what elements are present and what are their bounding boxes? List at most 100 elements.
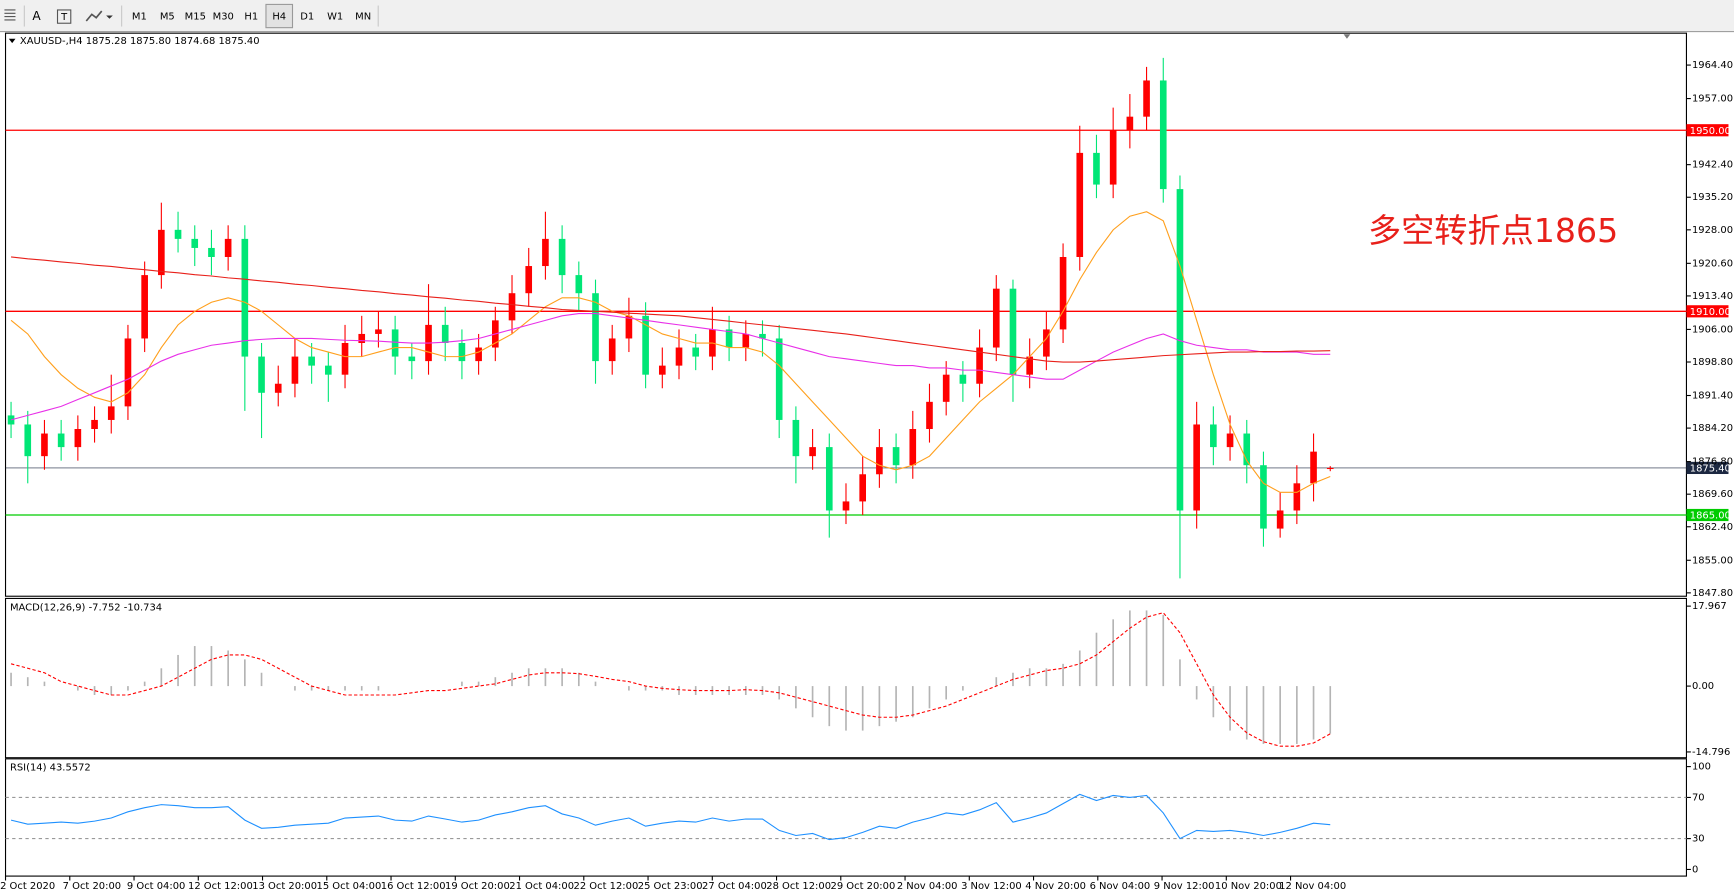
candle-body (926, 401, 933, 429)
timeframe-button[interactable]: D1 (300, 12, 314, 23)
active-timeframe (265, 3, 294, 29)
moving-average (10, 211, 1331, 493)
candle-body (1159, 80, 1167, 190)
timeframe-button[interactable]: M30 (213, 12, 234, 23)
candle-body (1276, 510, 1284, 529)
candle-body (909, 428, 917, 466)
level-label: 1865.00 (1690, 511, 1731, 522)
level-tag (1686, 305, 1729, 318)
candle-body (1243, 433, 1251, 466)
timeframe-button[interactable]: MN (355, 12, 371, 23)
y-tick-label: 1964.40 (1692, 60, 1733, 71)
label-tool-box[interactable] (56, 9, 72, 24)
candle-body (1026, 356, 1033, 375)
candle-body (1093, 152, 1100, 185)
timeframe-button[interactable]: M1 (132, 12, 147, 23)
candle-body (441, 324, 449, 343)
y-tick-label: 1920.60 (1692, 258, 1733, 269)
candle-body (642, 315, 649, 375)
x-tick-label: 15 Oct 04:00 (317, 881, 382, 892)
shift-marker (1343, 34, 1351, 39)
x-tick-label: 9 Oct 04:00 (127, 881, 185, 892)
timeframe-button[interactable]: M5 (160, 12, 175, 23)
candle-body (375, 329, 382, 334)
candle-body (1143, 80, 1150, 117)
timeframe-button[interactable]: M15 (185, 12, 206, 23)
drawing-tools: A T (4, 5, 123, 27)
x-tick-label: 28 Oct 12:00 (766, 881, 831, 892)
annotation: 多空转折点1865 (1368, 211, 1618, 250)
x-tick-label: 29 Oct 20:00 (831, 881, 896, 892)
y-tick-label: 100 (1692, 762, 1711, 773)
signal-line (10, 612, 1331, 747)
candle-body (308, 356, 315, 366)
timeframe-button[interactable]: H4 (272, 12, 286, 23)
list-icon[interactable] (4, 9, 16, 21)
label-tool[interactable]: T (60, 12, 68, 23)
candle-body (1109, 130, 1117, 185)
level-label: 1950.00 (1690, 126, 1731, 137)
candle-body (608, 338, 616, 362)
text-tool[interactable]: A (32, 9, 41, 23)
y-tick-label: 1876.80 (1692, 457, 1733, 468)
candle-body (208, 247, 215, 257)
y-tick-label: 1862.40 (1692, 522, 1733, 533)
x-tick-label: 12 Nov 04:00 (1279, 881, 1346, 892)
x-tick-label: 22 Oct 12:00 (574, 881, 639, 892)
candle-body (74, 428, 82, 448)
timeframe-button[interactable]: W1 (327, 12, 343, 23)
x-tick-label: 6 Nov 04:00 (1090, 881, 1151, 892)
y-tick-label: 0 (1692, 864, 1698, 875)
toolbar (0, 0, 1734, 33)
candle-body (1260, 465, 1267, 529)
candle-body (1310, 451, 1317, 484)
timeframe-button[interactable]: H1 (244, 12, 258, 23)
candle-body (341, 342, 349, 375)
shapes-tool[interactable] (85, 10, 103, 22)
candle-body (274, 383, 282, 393)
x-tick-label: 10 Nov 20:00 (1215, 881, 1282, 892)
y-tick-label: 1891.40 (1692, 391, 1733, 402)
x-tick-label: 19 Oct 20:00 (445, 881, 510, 892)
candle-body (959, 374, 967, 384)
candle-body (842, 501, 850, 511)
candle-body (825, 447, 833, 511)
candle-body (692, 347, 700, 357)
candle-body (391, 329, 399, 357)
candle-body (859, 474, 867, 502)
candle-body (508, 293, 516, 321)
candle-body (191, 238, 199, 248)
candle-body (1326, 467, 1334, 470)
y-tick-label: 1942.40 (1692, 160, 1733, 171)
candle-body (542, 238, 549, 267)
x-tick-label: 4 Nov 20:00 (1025, 881, 1086, 892)
candle-body (1043, 329, 1050, 357)
x-tick-label: 21 Oct 04:00 (509, 881, 574, 892)
x-tick-label: 2 Oct 2020 (0, 881, 55, 892)
x-tick-label: 27 Oct 04:00 (702, 881, 767, 892)
candle-body (24, 424, 32, 457)
candle-body (258, 356, 265, 393)
candle-body (942, 374, 950, 402)
dropdown-arrow[interactable] (106, 15, 113, 19)
candle-body (7, 415, 15, 425)
candle-body (41, 433, 48, 457)
candle-body (241, 238, 249, 357)
y-tick-label: 30 (1692, 834, 1705, 845)
candle-body (809, 447, 816, 457)
candle-body (625, 315, 633, 339)
rsi-line (10, 793, 1331, 841)
y-tick-label: 1855.00 (1692, 555, 1733, 566)
y-tick-label: 1935.20 (1692, 192, 1733, 203)
panel-title: MACD(12,26,9) -7.752 -10.734 (10, 602, 162, 613)
candle-body (1176, 189, 1184, 511)
y-tick-label: 1898.80 (1692, 357, 1733, 368)
y-tick-label: 1913.40 (1692, 291, 1733, 302)
candle-body (876, 447, 883, 475)
candle-body (408, 356, 416, 362)
candle-body (1009, 288, 1017, 375)
candle-body (558, 238, 566, 276)
candle-body (976, 347, 983, 384)
